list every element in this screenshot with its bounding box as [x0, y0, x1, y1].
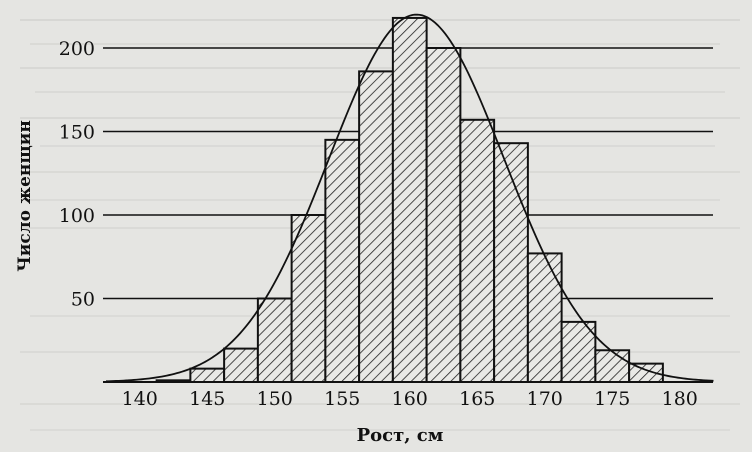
bar-172.5	[560, 320, 597, 384]
bar-147.5	[223, 347, 259, 384]
x-tick-150: 150	[257, 388, 293, 410]
x-tick-160: 160	[392, 388, 428, 410]
normal-curve-layer	[105, 13, 714, 383]
bar-145	[189, 367, 226, 384]
x-tick-180: 180	[662, 388, 698, 410]
y-tick-100: 100	[59, 205, 95, 227]
bar-152.5	[290, 214, 327, 383]
bar-150	[256, 297, 293, 383]
y-tick-50: 50	[71, 289, 95, 311]
bar-155	[324, 138, 361, 383]
x-tick-175: 175	[594, 388, 630, 410]
x-tick-145: 145	[189, 388, 225, 410]
normal-curve	[105, 13, 714, 383]
bar-160	[391, 16, 428, 383]
y-axis-label: Число женщин	[15, 120, 35, 272]
bar-157.5	[358, 70, 394, 383]
bar-165	[459, 118, 496, 383]
bar-162.5	[425, 47, 462, 383]
x-tick-labels: 140 145 150 155 160 165 170 175 180	[122, 388, 698, 410]
bar-170	[526, 252, 563, 383]
x-axis-label: Рост, см	[357, 425, 444, 446]
bar-167.5	[493, 142, 529, 383]
x-tick-140: 140	[122, 388, 158, 410]
y-tick-labels: 50 100 150 200	[59, 38, 95, 311]
x-tick-165: 165	[459, 388, 495, 410]
bar-175	[594, 349, 631, 383]
x-tick-170: 170	[527, 388, 563, 410]
y-tick-200: 200	[59, 38, 95, 60]
histogram-bars	[155, 16, 664, 384]
x-tick-155: 155	[324, 388, 360, 410]
y-tick-150: 150	[59, 122, 95, 144]
